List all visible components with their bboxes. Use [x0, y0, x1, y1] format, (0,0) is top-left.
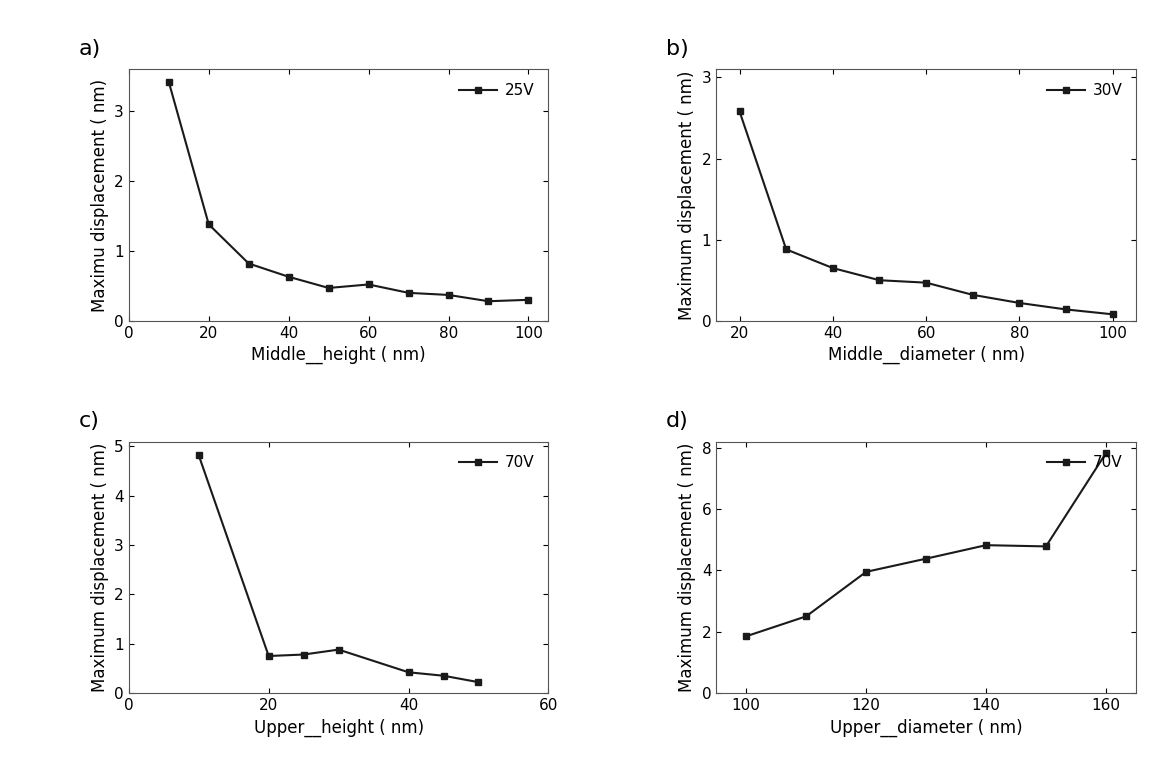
X-axis label: Middle__height ( nm): Middle__height ( nm)	[252, 346, 426, 364]
25V	[201, 219, 215, 229]
30V	[919, 278, 933, 287]
70V	[472, 678, 486, 687]
30V	[1012, 298, 1026, 307]
70V	[261, 651, 275, 661]
70V	[1098, 449, 1112, 458]
30V	[872, 276, 886, 285]
25V	[521, 295, 535, 304]
25V	[162, 77, 176, 86]
30V	[779, 245, 793, 254]
Text: a): a)	[78, 39, 101, 59]
25V	[362, 280, 376, 289]
70V	[979, 541, 993, 550]
30V	[733, 107, 747, 116]
Line: 70V: 70V	[742, 450, 1109, 640]
25V	[282, 272, 296, 281]
X-axis label: Upper__height ( nm): Upper__height ( nm)	[254, 718, 424, 737]
70V	[437, 671, 451, 681]
Line: 70V: 70V	[196, 452, 482, 685]
Line: 30V: 30V	[737, 108, 1116, 318]
Y-axis label: Maximum displacement ( nm): Maximum displacement ( nm)	[90, 443, 109, 692]
Text: c): c)	[78, 411, 100, 431]
70V	[192, 450, 206, 460]
30V	[1105, 310, 1119, 319]
70V	[739, 631, 753, 641]
Legend: 30V: 30V	[1040, 77, 1128, 104]
Text: b): b)	[666, 39, 689, 59]
Y-axis label: Maximum displacement ( nm): Maximum displacement ( nm)	[678, 70, 696, 320]
70V	[919, 554, 933, 564]
25V	[481, 296, 495, 306]
30V	[826, 263, 840, 273]
70V	[860, 567, 874, 577]
70V	[331, 645, 345, 654]
25V	[241, 259, 255, 268]
70V	[296, 650, 310, 659]
Legend: 25V: 25V	[453, 77, 541, 104]
Text: d): d)	[666, 411, 689, 431]
X-axis label: Middle__diameter ( nm): Middle__diameter ( nm)	[828, 346, 1025, 364]
30V	[1059, 305, 1073, 314]
Y-axis label: Maximum displacement ( nm): Maximum displacement ( nm)	[678, 443, 696, 692]
25V	[322, 283, 336, 293]
25V	[441, 290, 456, 300]
X-axis label: Upper__diameter ( nm): Upper__diameter ( nm)	[830, 718, 1022, 737]
30V	[966, 290, 980, 300]
Line: 25V: 25V	[165, 79, 532, 305]
70V	[1039, 542, 1053, 551]
70V	[799, 611, 813, 621]
Legend: 70V: 70V	[453, 449, 541, 477]
Y-axis label: Maximu displacement ( nm): Maximu displacement ( nm)	[90, 79, 109, 312]
25V	[402, 288, 416, 297]
Legend: 70V: 70V	[1041, 449, 1128, 477]
70V	[402, 668, 416, 677]
